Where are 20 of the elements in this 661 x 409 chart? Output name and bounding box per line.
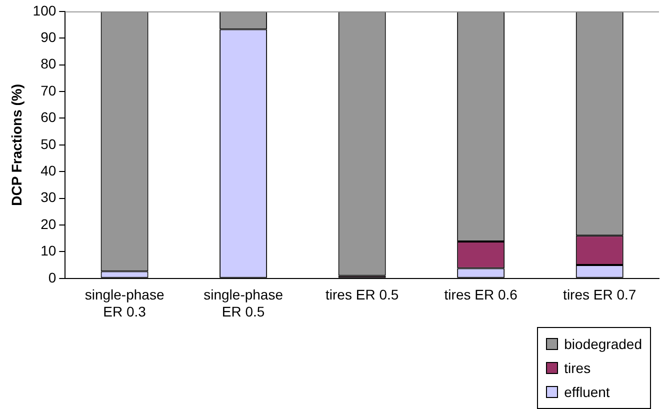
y-tick-label: 90 bbox=[40, 28, 56, 45]
x-tick-label: single-phase ER 0.3 bbox=[84, 286, 164, 320]
x-tick-label: tires ER 0.5 bbox=[326, 286, 399, 303]
y-axis-title: DCP Fractions (%) bbox=[8, 84, 24, 206]
y-tick-label: 30 bbox=[40, 189, 56, 206]
y-tick-label: 100 bbox=[32, 2, 56, 18]
y-tick-label: 40 bbox=[40, 162, 56, 178]
legend-label: biodegraded bbox=[563, 335, 642, 354]
y-tick-label: 50 bbox=[40, 136, 56, 152]
x-tick-label: single-phase ER 0.5 bbox=[204, 286, 284, 320]
y-tick-label: 60 bbox=[40, 109, 56, 126]
legend-label: effluent bbox=[563, 383, 611, 402]
legend-label: tires bbox=[563, 359, 592, 378]
y-tick-label: 0 bbox=[48, 269, 56, 286]
y-tick-label: 10 bbox=[40, 242, 56, 259]
y-tick-label: 20 bbox=[40, 216, 56, 232]
y-tick-label: 80 bbox=[40, 56, 56, 72]
x-tick-label: tires ER 0.6 bbox=[444, 286, 518, 303]
y-tick-label: 70 bbox=[40, 82, 56, 98]
x-tick-label: tires ER 0.7 bbox=[563, 286, 636, 303]
